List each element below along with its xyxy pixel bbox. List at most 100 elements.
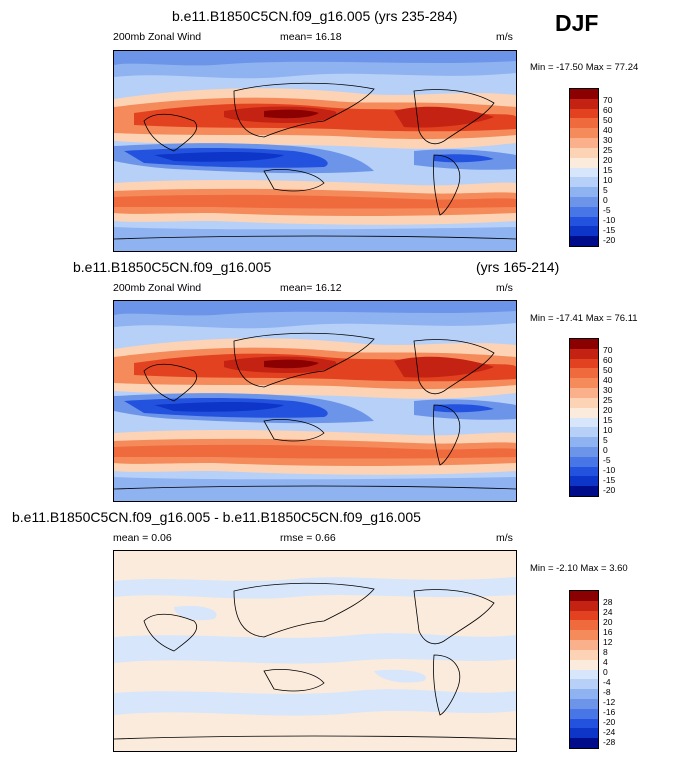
panel1-cbar-swatch-4 [570, 118, 598, 129]
panel3-colorbar [569, 590, 599, 749]
panel3-cbar-label-1: 28 [603, 597, 613, 607]
panel1-cbar-swatch-12 [570, 196, 598, 207]
panel3-map-field [114, 551, 516, 751]
panel3-cbar-swatch-3 [570, 610, 598, 621]
panel3-cbar-label-9: -4 [603, 677, 611, 687]
panel1-cbar-swatch-14 [570, 216, 598, 227]
panel1-colorbar [569, 88, 599, 247]
panel3-cbar-label-4: 16 [603, 627, 613, 637]
panel2-cbar-label-1: 70 [603, 345, 613, 355]
panel3-map [113, 550, 517, 752]
panel3-title: b.e11.B1850C5CN.f09_g16.005 - b.e11.B185… [12, 509, 421, 525]
panel1-cbar-label-10: 5 [603, 185, 608, 195]
panel1-units: m/s [496, 31, 513, 43]
panel3-cbar-swatch-5 [570, 630, 598, 641]
panel3-minmax: Min = -2.10 Max = 3.60 [530, 563, 628, 574]
panel1-title: b.e11.B1850C5CN.f09_g16.005 (yrs 235-284… [172, 8, 458, 24]
panel3-cbar-label-7: 4 [603, 657, 608, 667]
panel2-cbar-swatch-4 [570, 368, 598, 379]
panel3-cbar-label-8: 0 [603, 667, 608, 677]
panel1-cbar-label-8: 15 [603, 165, 613, 175]
panel2-cbar-label-5: 30 [603, 385, 613, 395]
panel2-map-field [114, 301, 516, 501]
panel1-cbar-label-1: 70 [603, 95, 613, 105]
panel3-cbar-label-11: -12 [603, 697, 616, 707]
panel2-cbar-label-11: 0 [603, 445, 608, 455]
panel1-cbar-swatch-11 [570, 187, 598, 197]
panel2-map [113, 300, 517, 502]
panel2-cbar-swatch-16 [570, 486, 598, 496]
panel3-cbar-swatch-4 [570, 620, 598, 631]
panel1-cbar-label-3: 50 [603, 115, 613, 125]
panel3-cbar-swatch-15 [570, 728, 598, 739]
panel2-cbar-swatch-5 [570, 378, 598, 389]
panel2-variable: 200mb Zonal Wind [113, 282, 202, 294]
panel1-map [113, 50, 517, 252]
panel3-cbar-label-6: 8 [603, 647, 608, 657]
panel1-cbar-swatch-10 [570, 177, 598, 188]
panel2-minmax: Min = -17.41 Max = 76.11 [530, 313, 638, 324]
panel1-cbar-label-4: 40 [603, 125, 613, 135]
panel2-cbar-label-7: 20 [603, 405, 613, 415]
panel2-units: m/s [496, 282, 513, 294]
panel3-cbar-label-15: -28 [603, 737, 616, 747]
panel3-cbar-swatch-9 [570, 669, 598, 680]
panel2-cbar-label-10: 5 [603, 435, 608, 445]
panel2-cbar-swatch-8 [570, 407, 598, 418]
panel3-cbar-swatch-6 [570, 640, 598, 650]
panel1-cbar-label-14: -15 [603, 225, 616, 235]
panel3-cbar-swatch-13 [570, 708, 598, 719]
panel2-cbar-swatch-12 [570, 446, 598, 457]
panel2-cbar-swatch-10 [570, 427, 598, 438]
panel2-cbar-label-14: -15 [603, 475, 616, 485]
panel3-cbar-label-13: -20 [603, 717, 616, 727]
panel2-colorbar [569, 338, 599, 497]
panel3-cbar-swatch-1 [570, 591, 598, 601]
panel2-cbar-swatch-6 [570, 388, 598, 398]
panel3-cbar-label-10: -8 [603, 687, 611, 697]
panel2-cbar-label-3: 50 [603, 365, 613, 375]
panel2-cbar-swatch-13 [570, 456, 598, 467]
panel1-map-field [114, 51, 516, 251]
panel1-cbar-label-9: 10 [603, 175, 613, 185]
panel1-cbar-swatch-8 [570, 157, 598, 168]
panel1-cbar-label-15: -20 [603, 235, 616, 245]
panel3-cbar-swatch-7 [570, 649, 598, 660]
panel2-years: (yrs 165-214) [476, 259, 560, 275]
season-label: DJF [555, 10, 599, 36]
panel2-cbar-swatch-9 [570, 417, 598, 428]
panel1-cbar-swatch-15 [570, 226, 598, 237]
panel3-rmse: rmse = 0.66 [280, 532, 336, 544]
panel1-cbar-swatch-16 [570, 236, 598, 246]
panel1-cbar-swatch-7 [570, 147, 598, 158]
panel3-units: m/s [496, 532, 513, 544]
panel1-cbar-swatch-3 [570, 108, 598, 119]
panel2-title: b.e11.B1850C5CN.f09_g16.005 [73, 259, 272, 275]
panel2-cbar-swatch-2 [570, 348, 598, 359]
panel2-cbar-swatch-11 [570, 437, 598, 447]
panel2-cbar-label-6: 25 [603, 395, 613, 405]
panel2-cbar-label-8: 15 [603, 415, 613, 425]
panel1-cbar-label-12: -5 [603, 205, 611, 215]
panel1-cbar-swatch-5 [570, 128, 598, 139]
panel2-cbar-label-15: -20 [603, 485, 616, 495]
panel3-cbar-label-2: 24 [603, 607, 613, 617]
panel3-cbar-label-14: -24 [603, 727, 616, 737]
panel3-cbar-swatch-10 [570, 679, 598, 690]
panel1-mean: mean= 16.18 [280, 31, 342, 43]
panel2-cbar-label-4: 40 [603, 375, 613, 385]
panel3-mean: mean = 0.06 [113, 532, 172, 544]
panel2-cbar-label-2: 60 [603, 355, 613, 365]
panel2-cbar-swatch-14 [570, 466, 598, 477]
panel1-cbar-swatch-9 [570, 167, 598, 178]
panel2-cbar-swatch-15 [570, 476, 598, 487]
panel1-cbar-label-5: 30 [603, 135, 613, 145]
panel2-cbar-label-12: -5 [603, 455, 611, 465]
panel3-cbar-label-5: 12 [603, 637, 613, 647]
panel3-cbar-swatch-2 [570, 600, 598, 611]
panel1-cbar-swatch-13 [570, 206, 598, 217]
panel1-cbar-label-2: 60 [603, 105, 613, 115]
panel1-cbar-swatch-1 [570, 89, 598, 99]
panel2-cbar-swatch-1 [570, 339, 598, 349]
panel3-cbar-swatch-11 [570, 689, 598, 699]
